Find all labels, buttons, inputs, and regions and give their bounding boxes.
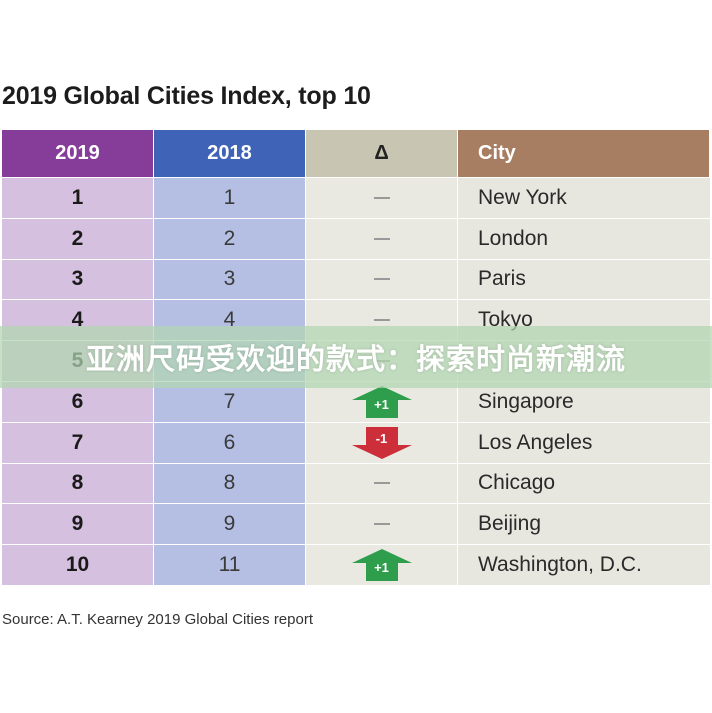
rank-2018-cell: 6 — [154, 422, 306, 464]
change-cell — [306, 504, 458, 546]
up-arrow-icon: +1 — [351, 385, 412, 418]
change-label: -1 — [375, 430, 388, 446]
rank-2019-cell: 3 — [2, 259, 154, 301]
city-cell: Beijing — [458, 504, 710, 546]
no-change-dash — [373, 278, 390, 281]
rank-2019-cell: 8 — [2, 463, 154, 505]
no-change-dash — [373, 237, 390, 240]
rankings-table: 2019 2018 Δ City 1 1 New York 2 2 London 3 3 Par… — [2, 130, 710, 586]
rank-2018-cell: 11 — [154, 545, 306, 586]
header-change: Δ — [306, 130, 458, 178]
rank-2019-cell: 1 — [2, 178, 154, 219]
rank-2019-cell: 6 — [2, 381, 154, 423]
down-arrow-icon: -1 — [351, 426, 412, 459]
change-cell — [306, 218, 458, 260]
change-cell — [306, 178, 458, 219]
rank-2018-cell: 2 — [154, 218, 306, 260]
no-change-dash — [373, 319, 390, 322]
change-cell: -1 — [306, 422, 458, 464]
change-cell: +1 — [306, 545, 458, 586]
city-cell: Los Angeles — [458, 422, 710, 464]
city-cell: Washington, D.C. — [458, 545, 710, 586]
change-cell: +1 — [306, 381, 458, 423]
header-2018: 2018 — [154, 130, 306, 178]
rank-2018-cell: 9 — [154, 504, 306, 546]
rank-2018-cell: 1 — [154, 178, 306, 219]
header-2019: 2019 — [2, 130, 154, 178]
change-cell — [306, 463, 458, 505]
header-city: City — [458, 130, 710, 178]
change-cell — [306, 259, 458, 301]
no-change-dash — [373, 196, 390, 199]
source-note: Source: A.T. Kearney 2019 Global Cities … — [2, 611, 314, 628]
no-change-dash — [373, 523, 390, 526]
city-cell: New York — [458, 178, 710, 219]
rank-2019-cell: 10 — [2, 545, 154, 586]
city-cell: Chicago — [458, 463, 710, 505]
banner-text: 亚洲尺码受欢迎的款式：探索时尚新潮流 — [85, 344, 626, 376]
rank-2019-cell: 9 — [2, 504, 154, 546]
rank-2019-cell: 7 — [2, 422, 154, 464]
up-arrow-icon: +1 — [351, 549, 412, 582]
change-label: +1 — [374, 560, 389, 576]
rank-2018-cell: 8 — [154, 463, 306, 505]
rank-2018-cell: 7 — [154, 381, 306, 423]
city-cell: London — [458, 218, 710, 260]
chart-title: 2019 Global Cities Index, top 10 — [2, 82, 371, 110]
change-label: +1 — [374, 396, 389, 412]
rank-2018-cell: 3 — [154, 259, 306, 301]
city-cell: Paris — [458, 259, 710, 301]
rank-2019-cell: 2 — [2, 218, 154, 260]
city-cell: Singapore — [458, 381, 710, 423]
no-change-dash — [373, 482, 390, 485]
overlay-banner: 亚洲尺码受欢迎的款式：探索时尚新潮流 — [0, 326, 712, 388]
